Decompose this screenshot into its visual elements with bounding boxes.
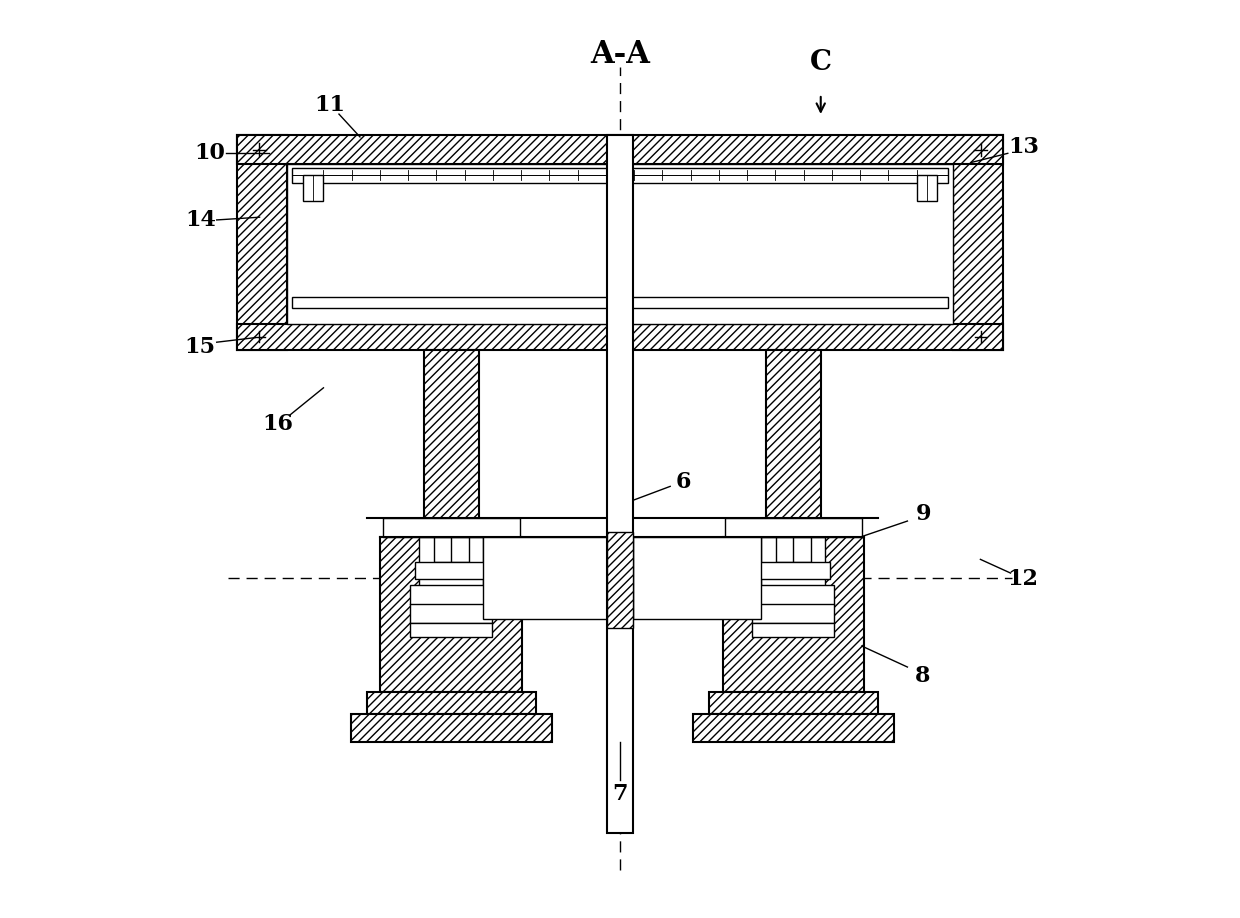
- Bar: [291, 168, 949, 183]
- Bar: [484, 536, 761, 619]
- Bar: [608, 532, 632, 628]
- Text: 11: 11: [315, 94, 346, 116]
- Bar: [419, 536, 484, 633]
- Bar: [434, 536, 469, 562]
- Bar: [410, 585, 492, 623]
- Bar: [291, 297, 949, 308]
- Text: 14: 14: [185, 209, 216, 231]
- Bar: [304, 175, 324, 201]
- Bar: [766, 350, 821, 536]
- Text: 7: 7: [613, 783, 627, 805]
- Bar: [414, 562, 487, 578]
- Bar: [367, 691, 536, 714]
- Bar: [424, 350, 479, 536]
- Text: 9: 9: [916, 503, 931, 525]
- Bar: [756, 562, 830, 578]
- Bar: [381, 536, 522, 691]
- Bar: [725, 519, 862, 536]
- Bar: [351, 714, 552, 742]
- Bar: [693, 714, 894, 742]
- Text: 16: 16: [263, 413, 294, 435]
- Bar: [709, 691, 878, 714]
- Bar: [608, 135, 632, 834]
- Bar: [723, 536, 864, 691]
- Text: 6: 6: [676, 471, 692, 493]
- Bar: [410, 623, 492, 637]
- Text: 13: 13: [1008, 136, 1039, 158]
- Bar: [237, 135, 286, 350]
- Bar: [954, 135, 1003, 350]
- Bar: [383, 519, 520, 536]
- Text: 8: 8: [915, 666, 931, 688]
- Text: C: C: [810, 49, 832, 76]
- Text: A-A: A-A: [590, 39, 650, 71]
- Bar: [753, 585, 835, 623]
- Bar: [776, 536, 811, 562]
- Bar: [916, 175, 936, 201]
- Bar: [286, 164, 954, 324]
- Text: 10: 10: [193, 142, 224, 164]
- Text: 15: 15: [185, 336, 216, 358]
- Bar: [237, 324, 1003, 350]
- Bar: [761, 536, 826, 633]
- Bar: [608, 536, 632, 619]
- Bar: [237, 135, 1003, 164]
- Text: 12: 12: [1008, 568, 1039, 590]
- Bar: [753, 623, 835, 637]
